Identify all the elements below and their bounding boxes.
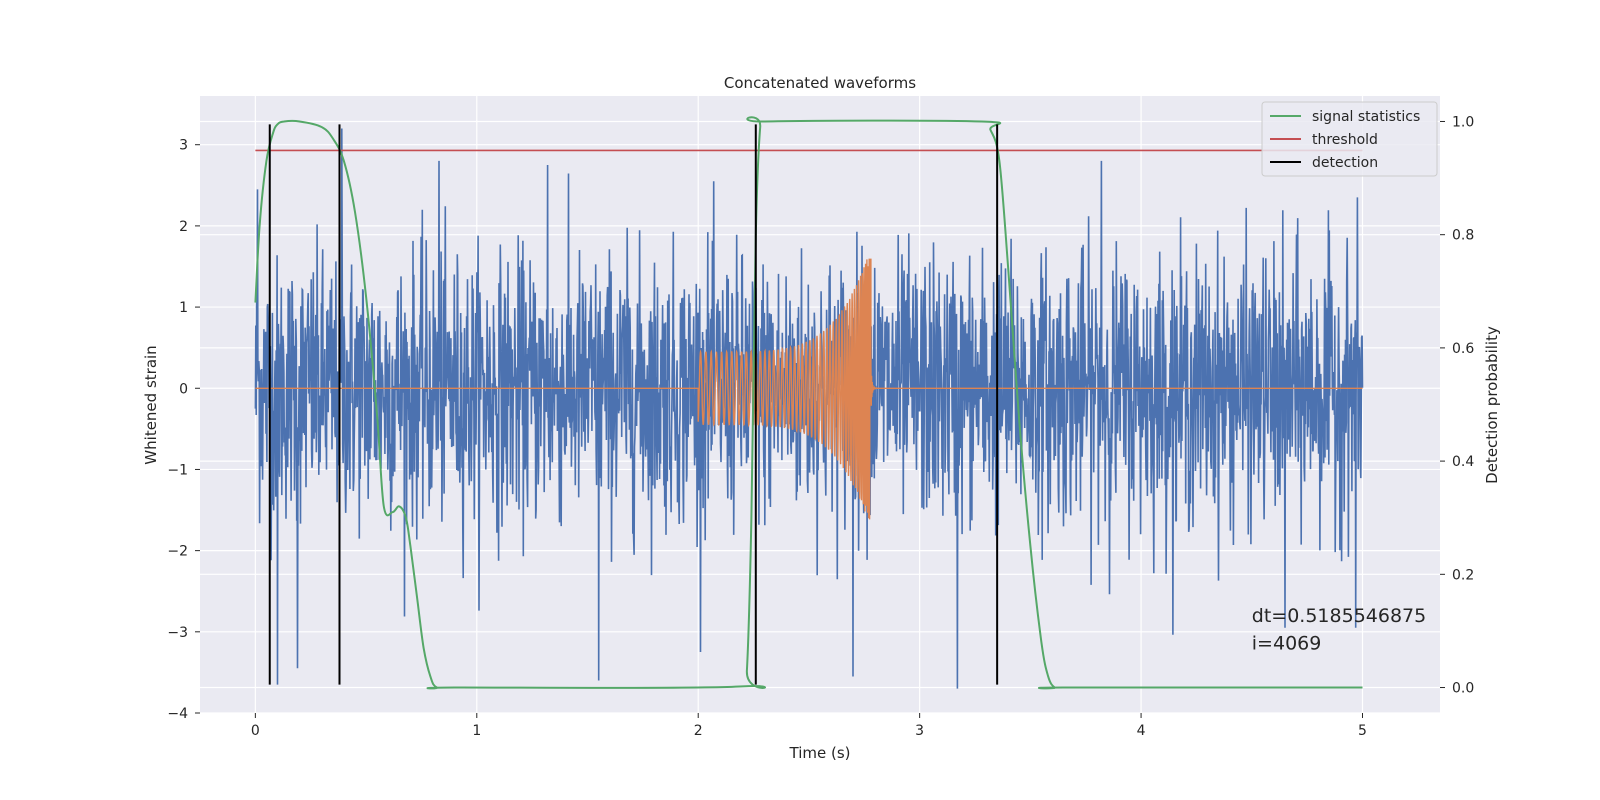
y-tick-label: −4 (167, 706, 188, 722)
x-tick-label: 4 (1137, 723, 1146, 739)
annotation-text: dt=0.5185546875 (1252, 605, 1426, 627)
legend-label-signal-statistics: signal statistics (1312, 109, 1420, 125)
y-tick-label: 0 (179, 381, 188, 397)
y2-tick-label: 0.8 (1452, 228, 1474, 244)
y2-axis-label: Detection probability (1483, 326, 1501, 484)
legend-box (1261, 101, 1438, 177)
legend-label-detection: detection (1312, 155, 1378, 171)
annotations: dt=0.5185546875 i=4069 (1252, 605, 1426, 655)
y-tick-label: −2 (167, 544, 188, 560)
data-layer (254, 116, 1364, 690)
y2-tick-label: 0.4 (1452, 454, 1474, 470)
y-tick-label: 3 (179, 138, 188, 154)
series-line-chirp (255, 258, 1363, 520)
x-tick-label: 5 (1358, 723, 1367, 739)
series-line-signal-statistics (254, 116, 1363, 690)
x-tick-label: 0 (251, 723, 260, 739)
y2-tick-label: 0.6 (1452, 341, 1474, 357)
y2-tick-label: 0.0 (1452, 681, 1474, 697)
axis-ticks: 0 1 2 3 4 5 −4 −3 −2 −1 0 1 2 3 0.0 0.2 0.4 0.6 0.8 1.0 (167, 114, 1474, 739)
x-tick-label: 1 (472, 723, 481, 739)
y-axis-label: Whitened strain (142, 345, 160, 464)
y2-tick-label: 0.2 (1452, 567, 1474, 583)
chart-title: Concatenated waveforms (724, 74, 916, 92)
x-axis-label: Time (s) (789, 744, 851, 762)
y-tick-label: −1 (167, 462, 188, 478)
legend: signal statistics threshold detection (1261, 101, 1438, 177)
annotation-text: i=4069 (1252, 633, 1322, 655)
y-tick-label: −3 (167, 625, 188, 641)
legend-label-threshold: threshold (1312, 132, 1378, 148)
y2-tick-label: 1.0 (1452, 114, 1474, 130)
x-tick-label: 2 (694, 723, 703, 739)
y-tick-label: 1 (179, 300, 188, 316)
x-tick-label: 3 (915, 723, 924, 739)
y-tick-label: 2 (179, 219, 188, 235)
